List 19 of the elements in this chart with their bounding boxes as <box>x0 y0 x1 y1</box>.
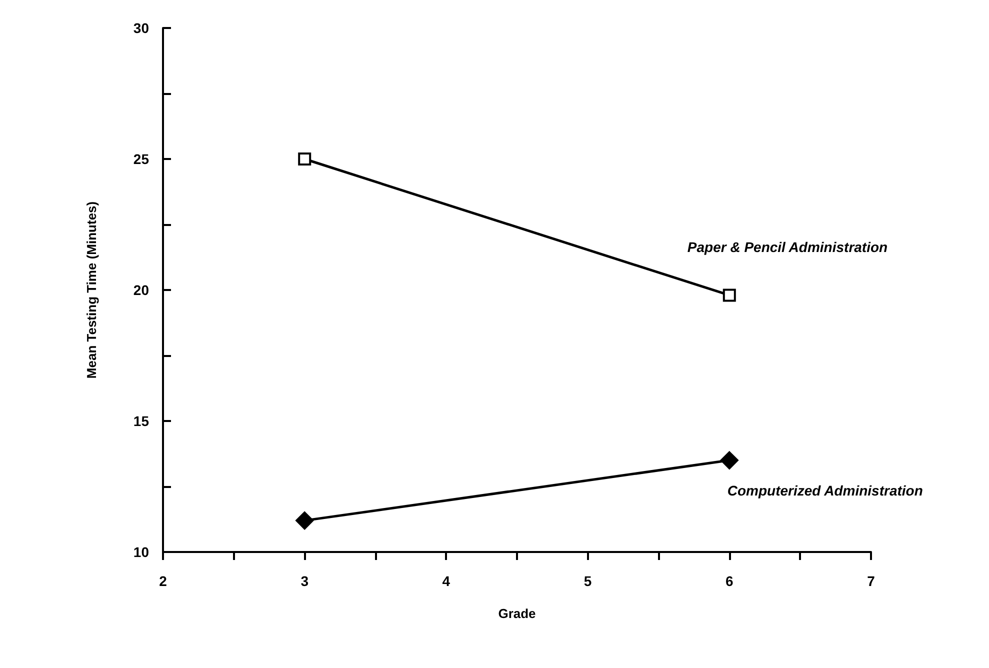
series-label: Paper & Pencil Administration <box>687 239 888 256</box>
x-axis-title: Grade <box>498 606 536 621</box>
y-tick-label: 10 <box>133 544 150 560</box>
x-tick-label: 7 <box>867 573 876 589</box>
series-label: Computerized Administration <box>727 482 923 498</box>
y-tick-label: 15 <box>133 413 150 429</box>
x-tick-label: 3 <box>300 573 309 589</box>
x-tick-label: 5 <box>584 573 592 589</box>
point <box>720 451 738 470</box>
y-axis-title: Mean Testing Time (Minutes) <box>84 201 99 379</box>
y-tick-label: 20 <box>133 282 150 298</box>
point <box>722 288 736 302</box>
x-tick-label: 4 <box>442 573 450 589</box>
x-tick-label: 2 <box>159 573 168 589</box>
y-tick-label: 30 <box>133 20 150 36</box>
point <box>296 512 314 530</box>
point <box>298 152 312 166</box>
x-tick-label: 6 <box>726 573 734 589</box>
y-tick-label: 25 <box>133 151 150 167</box>
